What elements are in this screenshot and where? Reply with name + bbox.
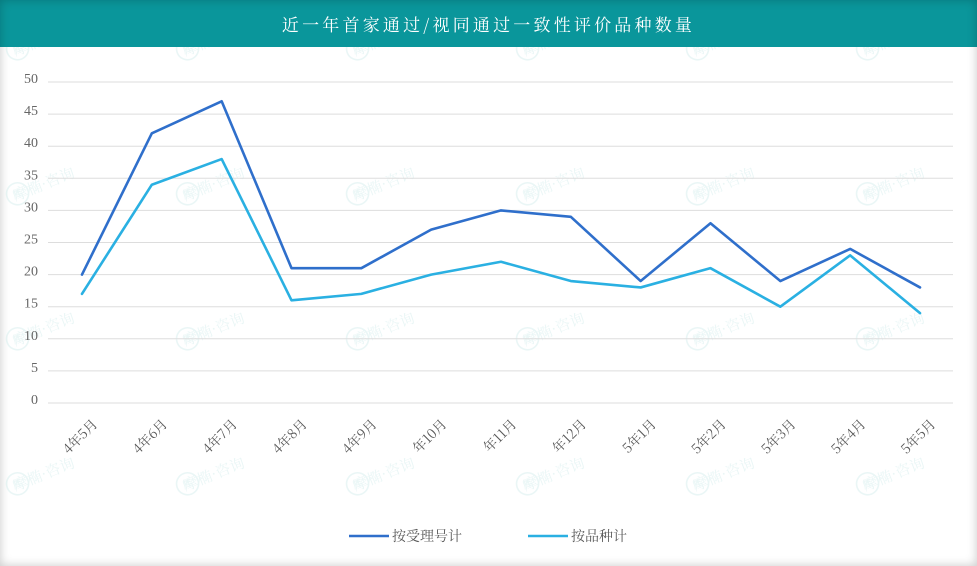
svg-text:按受理号计: 按受理号计: [392, 526, 462, 546]
svg-text:35: 35: [24, 168, 38, 183]
svg-text:45: 45: [24, 104, 38, 119]
svg-text:5: 5: [31, 361, 38, 376]
svg-text:15: 15: [24, 297, 38, 312]
svg-text:50: 50: [24, 72, 38, 87]
svg-text:30: 30: [24, 200, 38, 215]
svg-text:0: 0: [31, 393, 38, 408]
svg-text:20: 20: [24, 265, 38, 280]
svg-text:按品种计: 按品种计: [571, 526, 627, 546]
svg-text:10: 10: [24, 329, 38, 344]
svg-text:40: 40: [24, 136, 38, 151]
svg-text:25: 25: [24, 233, 38, 248]
